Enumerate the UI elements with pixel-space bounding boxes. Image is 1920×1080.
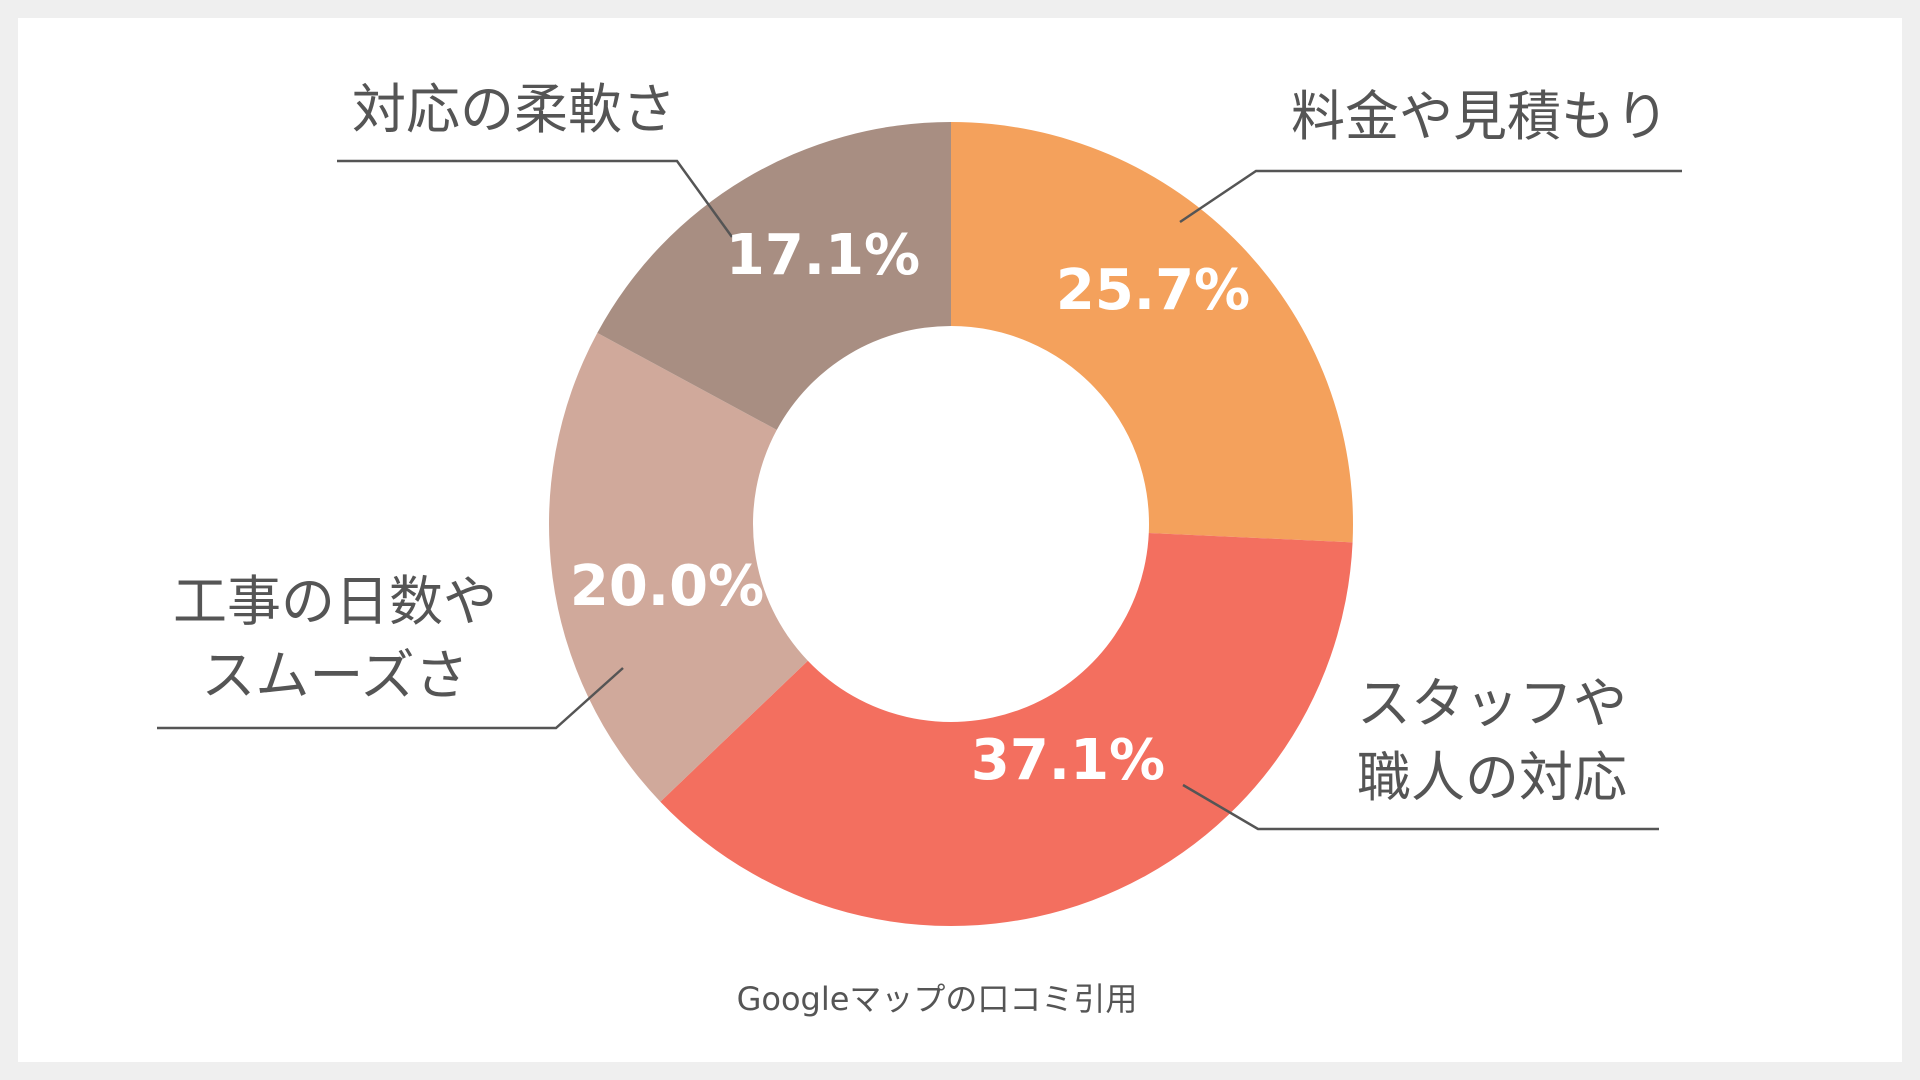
leader-line-staff-shokunin bbox=[1182, 783, 1659, 831]
category-label-line: 料金や見積もり bbox=[1291, 85, 1669, 148]
value-label-taio-junan: 17.1% bbox=[726, 223, 920, 288]
category-label-koji-nissu: 工事の日数やスムーズさ bbox=[173, 570, 497, 707]
slice-staff-shokunin bbox=[660, 533, 1353, 926]
leader-line-ryokin-mitsumori bbox=[1179, 169, 1682, 224]
category-label-line: 職人の対応 bbox=[1357, 746, 1627, 809]
leader-lines-group bbox=[157, 159, 1682, 831]
value-label-staff-shokunin: 37.1% bbox=[971, 728, 1165, 793]
value-label-ryokin-mitsumori: 25.7% bbox=[1056, 258, 1250, 323]
category-label-line: スタッフや bbox=[1357, 672, 1627, 735]
source-note: Googleマップの口コミ引用 bbox=[737, 980, 1138, 1018]
slices-group bbox=[549, 122, 1354, 926]
category-label-ryokin-mitsumori: 料金や見積もり bbox=[1291, 85, 1669, 148]
slice-koji-nissu bbox=[549, 332, 808, 802]
slice-taio-junan bbox=[597, 122, 951, 430]
category-label-staff-shokunin: スタッフや職人の対応 bbox=[1357, 672, 1627, 809]
category-label-line: 対応の柔軟さ bbox=[352, 78, 676, 141]
slice-ryokin-mitsumori bbox=[951, 122, 1354, 543]
leader-line-taio-junan bbox=[337, 159, 734, 238]
leader-line-koji-nissu bbox=[157, 667, 624, 730]
value-labels-group: 25.7% 37.1% 20.0% 17.1% bbox=[570, 223, 1250, 793]
category-label-line: スムーズさ bbox=[201, 644, 468, 707]
category-label-taio-junan: 対応の柔軟さ bbox=[352, 78, 676, 141]
value-label-koji-nissu: 20.0% bbox=[570, 554, 764, 619]
category-label-line: 工事の日数や bbox=[173, 570, 497, 633]
